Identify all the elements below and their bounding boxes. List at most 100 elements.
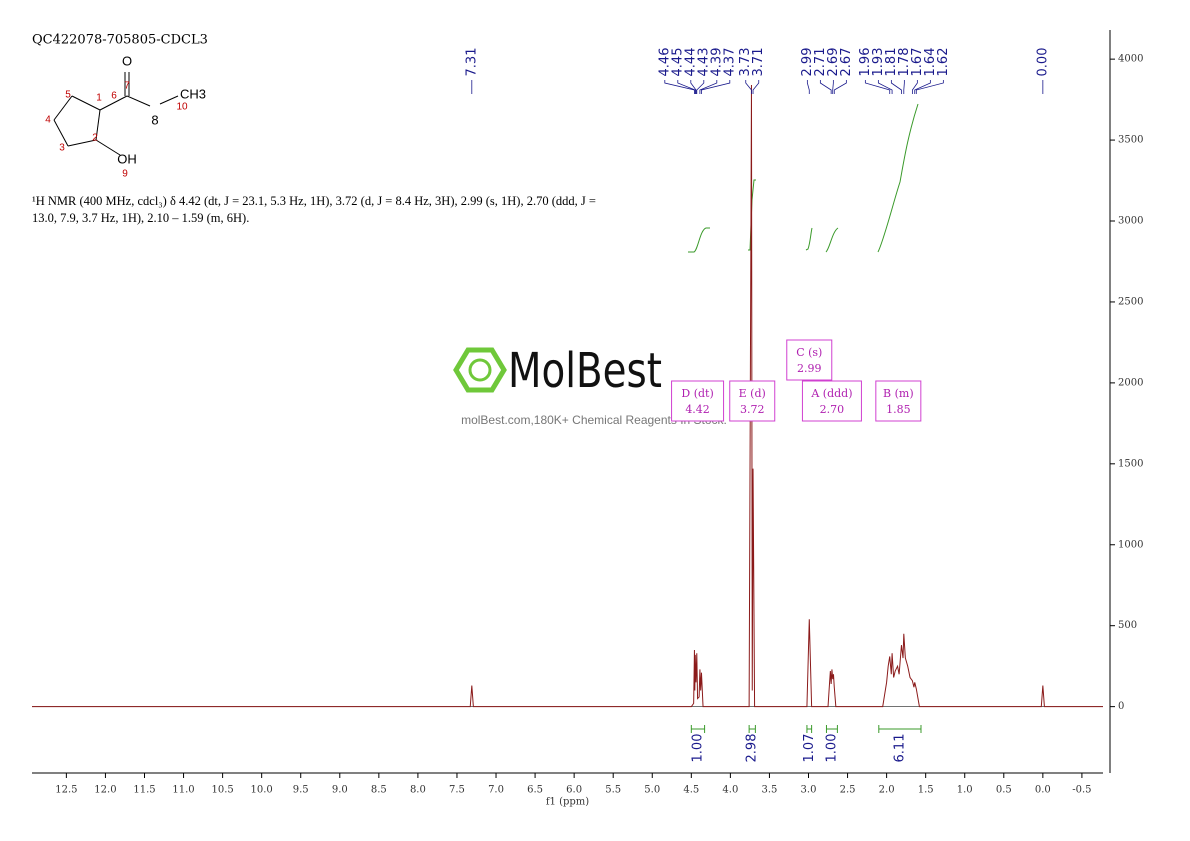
multiplet-name: D (dt) — [681, 387, 713, 400]
x-tick-label: 6.0 — [566, 785, 582, 796]
x-tick-label: 11.5 — [133, 785, 155, 796]
multiplet-name: C (s) — [796, 346, 822, 359]
multiplet-box — [729, 380, 776, 422]
peak-leader — [832, 80, 834, 94]
multiplet-shift: 4.42 — [685, 403, 710, 416]
peak-label: 1.96 — [858, 48, 873, 77]
atom-label: 9 — [122, 169, 128, 180]
peak-leader — [701, 80, 731, 94]
x-tick-label: 0.5 — [996, 785, 1012, 796]
x-tick-label: 1.0 — [957, 785, 973, 796]
peak-leader — [915, 80, 944, 94]
multiplet-name: E (d) — [739, 387, 766, 400]
x-tick-label: 11.0 — [172, 785, 194, 796]
peak-label: 4.37 — [722, 48, 737, 77]
peak-label: 1.78 — [897, 48, 912, 77]
peak-label: 0.00 — [1035, 48, 1050, 77]
x-tick-label: 9.5 — [293, 785, 309, 796]
x-tick-label: 8.5 — [371, 785, 387, 796]
peak-leader — [752, 80, 760, 94]
integral-value: 1.00 — [690, 734, 705, 763]
spectrum-line — [32, 85, 1103, 708]
peak-leader — [664, 80, 695, 94]
peak-label: 4.44 — [683, 48, 698, 77]
y-tick-label: 1500 — [1118, 458, 1143, 469]
atom-label: 5 — [65, 90, 71, 101]
peak-label: 7.31 — [464, 48, 479, 77]
multiplet-shift: 1.85 — [886, 403, 911, 416]
x-tick-label: 5.5 — [605, 785, 621, 796]
atom-label: 10 — [176, 102, 188, 113]
x-tick-label: 12.0 — [94, 785, 116, 796]
x-tick-label: 4.5 — [683, 785, 699, 796]
watermark-caption: molBest.com,180K+ Chemical Reagents In S… — [461, 413, 727, 427]
chart-title: QC422078-705805-CDCL3 — [32, 33, 208, 48]
peak-leader — [806, 80, 810, 94]
peak-leader — [833, 80, 847, 94]
atom-label: O — [122, 53, 132, 68]
x-tick-label: 7.5 — [449, 785, 465, 796]
peak-label: 2.99 — [800, 48, 815, 77]
atom-label: CH3 — [180, 86, 206, 101]
atom-label: 4 — [45, 115, 51, 126]
integral-value: 2.98 — [745, 734, 760, 763]
peak-label: 1.64 — [923, 48, 938, 77]
multiplet-name: A (ddd) — [810, 387, 852, 400]
peak-label: 1.81 — [884, 48, 899, 77]
peak-leader — [677, 80, 696, 94]
x-tick-label: 1.5 — [918, 785, 934, 796]
y-tick-label: 2000 — [1118, 377, 1143, 388]
integral-value: 1.00 — [824, 734, 839, 763]
x-tick-label: 10.0 — [251, 785, 273, 796]
x-tick-label: 10.5 — [211, 785, 233, 796]
multiplet-shift: 3.72 — [740, 403, 765, 416]
peak-leader — [911, 80, 918, 94]
watermark-logo — [453, 347, 507, 393]
watermark-text: MolBest — [508, 343, 662, 399]
y-tick-label: 4000 — [1118, 54, 1143, 65]
multiplet-name: B (m) — [883, 387, 914, 400]
peak-label: 3.71 — [751, 48, 766, 77]
peak-label: 4.45 — [670, 48, 685, 77]
atom-label: 6 — [111, 91, 117, 102]
y-tick-label: 1000 — [1118, 539, 1143, 550]
peak-label: 2.69 — [826, 48, 841, 77]
peak-label: 2.71 — [813, 48, 828, 77]
y-tick-label: 3000 — [1118, 216, 1143, 227]
atom-label: 2 — [92, 133, 98, 144]
y-tick-label: 3500 — [1118, 135, 1143, 146]
peak-leader — [903, 80, 905, 94]
multiplet-box — [801, 380, 862, 422]
peak-label: 1.67 — [910, 48, 925, 77]
integral-value: 6.11 — [892, 734, 907, 763]
peak-label: 4.46 — [657, 48, 672, 77]
multiplet-shift: 2.70 — [820, 403, 845, 416]
x-tick-label: 0.0 — [1035, 785, 1051, 796]
x-tick-label: 7.0 — [488, 785, 504, 796]
peak-label: 1.93 — [871, 48, 886, 77]
peak-label: 3.73 — [738, 48, 753, 77]
y-tick-label: 2500 — [1118, 296, 1143, 307]
atom-label: 3 — [59, 143, 65, 154]
integral-value: 1.07 — [802, 734, 817, 763]
multiplet-box — [786, 339, 833, 381]
peak-leader — [699, 80, 718, 94]
peak-leader — [745, 80, 752, 94]
peak-label: 4.39 — [709, 48, 724, 77]
peak-leader — [877, 80, 893, 94]
atom-label: 8 — [151, 112, 158, 127]
multiplet-box — [875, 380, 922, 422]
y-tick-label: 500 — [1118, 620, 1137, 631]
peak-label: 4.43 — [696, 48, 711, 77]
x-axis-label: f1 (ppm) — [546, 797, 589, 808]
peak-leader — [914, 80, 931, 94]
peak-leader — [696, 80, 705, 94]
x-tick-label: 6.5 — [527, 785, 543, 796]
x-tick-label: -0.5 — [1072, 785, 1091, 796]
integral-curve — [688, 103, 919, 253]
nmr-description: ¹H NMR (400 MHz, cdcl₃) δ 4.42 (dt, J = … — [32, 194, 596, 225]
x-tick-label: 3.0 — [801, 785, 817, 796]
molecule — [53, 72, 179, 156]
x-tick-label: 3.5 — [761, 785, 777, 796]
